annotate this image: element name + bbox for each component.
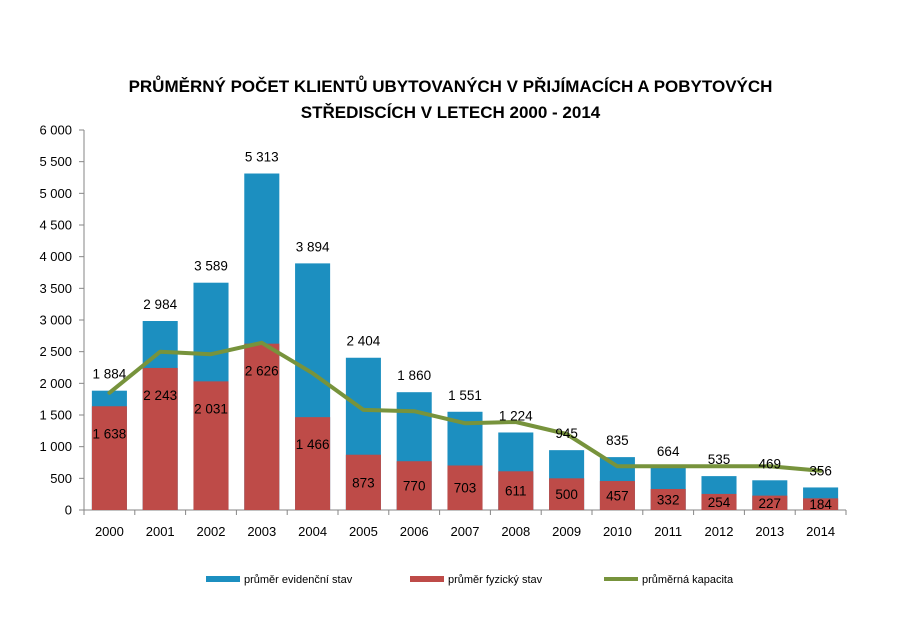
y-tick-label: 2 000 (39, 376, 72, 391)
data-label-evidencni-stav: 5 313 (245, 150, 279, 165)
y-axis: 0 500 1 000 1 500 2 000 2 500 3 000 3 500 4 000 4… (39, 123, 85, 518)
y-tick-label: 4 500 (39, 218, 72, 233)
y-tick-label: 6 000 (39, 123, 72, 138)
bar-fyzicky-stav (142, 367, 178, 510)
data-label-evidencni-stav: 469 (759, 456, 782, 471)
data-labels-evidencni-stav: 1 884 2 984 3 589 5 313 3 894 2 404 1 860 1 551… (93, 150, 832, 479)
x-tick-label: 2008 (501, 524, 530, 539)
data-label-evidencni-stav: 535 (708, 452, 731, 467)
x-tick-label: 2013 (755, 524, 784, 539)
data-label-fyzicky-stav: 332 (657, 492, 680, 507)
legend-item-evidencni-stav: průměr evidenční stav (206, 574, 353, 586)
y-tick-label: 1 500 (39, 408, 72, 423)
bar-fyzicky-stav (295, 417, 331, 510)
bar-fyzicky-stav (498, 471, 534, 510)
data-label-fyzicky-stav: 873 (352, 475, 375, 490)
x-tick-label: 2003 (247, 524, 276, 539)
y-tick-label: 0 (65, 503, 72, 518)
y-tick-label: 1 000 (39, 439, 72, 454)
legend-swatch (410, 576, 444, 582)
bar-fyzicky-stav (193, 381, 229, 510)
data-labels-fyzicky-stav: 1 638 2 243 2 031 2 626 1 466 873 770 703 611 500… (93, 364, 833, 512)
chart-title-line-2: STŘEDISCÍCH V LETECH 2000 - 2014 (300, 103, 601, 122)
x-tick-label: 2007 (451, 524, 480, 539)
bar-fyzicky-stav (91, 406, 127, 510)
x-tick-label: 2009 (552, 524, 581, 539)
data-label-evidencni-stav: 2 404 (347, 334, 381, 349)
bar-fyzicky-stav (650, 488, 686, 510)
line-prumerna-kapacita (107, 340, 823, 473)
x-tick-label: 2000 (95, 524, 124, 539)
data-label-fyzicky-stav: 457 (606, 489, 629, 504)
bar-fyzicky-stav (345, 454, 381, 510)
y-tick-label: 2 500 (39, 344, 72, 359)
data-label-fyzicky-stav: 184 (809, 497, 832, 512)
data-label-evidencni-stav: 1 551 (448, 388, 482, 403)
y-tick-label: 5 000 (39, 186, 72, 201)
data-label-fyzicky-stav: 2 243 (143, 388, 177, 403)
bar-fyzicky-stav (447, 465, 483, 510)
data-label-fyzicky-stav: 1 638 (93, 426, 127, 441)
data-label-evidencni-stav: 3 894 (296, 239, 330, 254)
bar-fyzicky-stav (599, 481, 635, 510)
x-tick-label: 2004 (298, 524, 327, 539)
data-label-fyzicky-stav: 703 (454, 481, 477, 496)
x-tick-label: 2005 (349, 524, 378, 539)
bar-fyzicky-stav (803, 498, 839, 510)
data-label-fyzicky-stav: 254 (708, 495, 731, 510)
bar-fyzicky-stav (752, 495, 788, 510)
y-tick-label: 3 000 (39, 313, 72, 328)
data-label-fyzicky-stav: 770 (403, 479, 426, 494)
data-label-evidencni-stav: 945 (555, 426, 578, 441)
y-tick-label: 500 (50, 471, 72, 486)
y-tick-label: 3 500 (39, 281, 72, 296)
bar-fyzicky-stav (549, 478, 585, 510)
x-tick-label: 2002 (197, 524, 226, 539)
legend-label: průměr evidenční stav (244, 574, 353, 586)
data-label-fyzicky-stav: 500 (555, 487, 578, 502)
bar-fyzicky-stav (396, 461, 432, 510)
legend-label: průměr fyzický stav (448, 574, 543, 586)
x-tick-label: 2011 (654, 524, 682, 539)
legend-item-fyzicky-stav: průměr fyzický stav (410, 574, 543, 586)
data-label-fyzicky-stav: 2 626 (245, 364, 279, 379)
series-prumerna-kapacita (107, 340, 823, 473)
x-tick-label: 2010 (603, 524, 632, 539)
data-label-fyzicky-stav: 2 031 (194, 401, 228, 416)
x-tick-label: 2014 (806, 524, 835, 539)
data-label-evidencni-stav: 835 (606, 433, 629, 448)
x-tick-label: 2006 (400, 524, 429, 539)
data-label-fyzicky-stav: 227 (759, 496, 782, 511)
series-fyzicky-stav (91, 343, 839, 510)
data-label-evidencni-stav: 1 224 (499, 408, 533, 423)
data-label-evidencni-stav: 664 (657, 444, 680, 459)
y-tick-label: 4 000 (39, 249, 72, 264)
chart-title-line-1: PRŮMĚRNÝ POČET KLIENTŮ UBYTOVANÝCH V PŘI… (128, 77, 773, 96)
data-label-evidencni-stav: 1 860 (397, 368, 431, 383)
data-label-evidencni-stav: 2 984 (143, 297, 177, 312)
legend: průměr evidenční stav průměr fyzický stav… (206, 574, 734, 586)
legend-label: průměrná kapacita (642, 574, 734, 586)
chart-title: PRŮMĚRNÝ POČET KLIENTŮ UBYTOVANÝCH V PŘI… (0, 74, 901, 126)
legend-item-prumerna-kapacita: průměrná kapacita (604, 574, 734, 586)
data-label-evidencni-stav: 1 884 (93, 367, 127, 382)
y-tick-label: 5 500 (39, 154, 72, 169)
data-label-fyzicky-stav: 611 (505, 484, 527, 499)
bar-fyzicky-stav (244, 343, 280, 510)
data-label-evidencni-stav: 3 589 (194, 259, 228, 274)
bar-fyzicky-stav (701, 493, 737, 510)
x-tick-label: 2012 (705, 524, 734, 539)
data-label-evidencni-stav: 356 (809, 463, 832, 478)
legend-swatch (206, 576, 240, 582)
x-tick-label: 2001 (146, 524, 175, 539)
x-axis: 2000 2001 2002 2003 2004 2005 2006 2007 2008 2009… (83, 509, 847, 539)
data-label-fyzicky-stav: 1 466 (296, 437, 330, 452)
